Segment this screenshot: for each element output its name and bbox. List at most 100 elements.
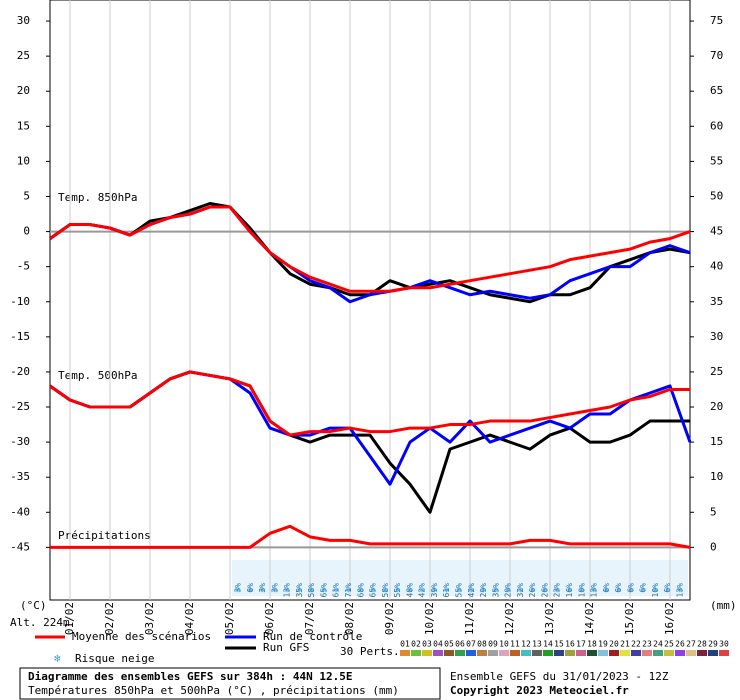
- perturbation-id: 11: [510, 640, 520, 649]
- snow-icon: ❄: [383, 586, 388, 595]
- y2-tick-label: 30: [710, 330, 723, 343]
- perturbation-swatch: [642, 650, 652, 656]
- snow-icon: ❄: [616, 586, 621, 595]
- snow-risk-label: 6%: [246, 583, 255, 593]
- annotation: Précipitations: [58, 529, 151, 542]
- perturbation-swatch: [466, 650, 476, 656]
- snow-risk-label: 3%: [234, 583, 243, 593]
- snow-risk-label: 35%: [295, 583, 304, 598]
- perturbation-id: 10: [499, 640, 509, 649]
- snow-risk-label: 32%: [516, 583, 525, 598]
- snow-icon: ❄: [567, 586, 572, 595]
- perturbation-swatch: [521, 650, 531, 656]
- snow-risk-label: 13%: [676, 583, 685, 598]
- snow-icon: ❄: [493, 586, 498, 595]
- x-tick-label: 04/02: [183, 602, 196, 635]
- snow-risk-label: 39%: [430, 583, 439, 598]
- perturbation-id: 13: [532, 640, 542, 649]
- snow-risk-label: 3%: [270, 583, 279, 593]
- snow-strip: [232, 560, 688, 596]
- perturbation-swatch: [543, 650, 553, 656]
- y-tick-label: -15: [10, 330, 30, 343]
- x-tick-label: 06/02: [263, 602, 276, 635]
- perturbation-id: 12: [521, 640, 531, 649]
- y2-tick-label: 5: [710, 505, 717, 518]
- snow-icon: ❄: [309, 586, 314, 595]
- perturbation-id: 01: [400, 640, 410, 649]
- x-tick-label: 07/02: [303, 602, 316, 635]
- snow-risk-label: 6%: [663, 583, 672, 593]
- y-tick-label: 10: [17, 154, 30, 167]
- snow-risk-label: 26%: [540, 583, 549, 598]
- perturbation-swatch: [488, 650, 498, 656]
- snow-icon: ❄: [481, 586, 486, 595]
- y-tick-label: -30: [10, 435, 30, 448]
- perturbation-id: 19: [598, 640, 608, 649]
- snow-risk-label: 55%: [393, 583, 402, 598]
- perturbation-id: 21: [620, 640, 630, 649]
- footer-subtitle: Températures 850hPa et 500hPa (°C) , pré…: [28, 684, 399, 697]
- snow-risk-label: 42%: [467, 583, 476, 598]
- perturbation-id: 30: [719, 640, 729, 649]
- y2-tick-label: 40: [710, 260, 723, 273]
- y-tick-label: -40: [10, 505, 30, 518]
- perturbation-swatch: [411, 650, 421, 656]
- perturbation-id: 27: [686, 640, 696, 649]
- footer-copyright: Copyright 2023 Meteociel.fr: [450, 684, 629, 697]
- snow-icon: ❄: [555, 586, 560, 595]
- y2-label: (mm): [710, 599, 737, 612]
- perturbation-id: 08: [477, 640, 487, 649]
- y2-tick-label: 65: [710, 84, 723, 97]
- snow-icon: ❄: [469, 586, 474, 595]
- snow-icon: ❄: [518, 586, 523, 595]
- y-tick-label: 5: [23, 189, 30, 202]
- snow-risk-label: 65%: [369, 583, 378, 598]
- perturbation-swatch: [587, 650, 597, 656]
- x-tick-label: 05/02: [223, 602, 236, 635]
- snow-icon: ❄: [579, 586, 584, 595]
- snow-icon: ❄: [248, 586, 253, 595]
- perturbation-id: 20: [609, 640, 619, 649]
- x-tick-label: 02/02: [103, 602, 116, 635]
- perturbation-id: 03: [422, 640, 432, 649]
- x-tick-label: 01/02: [63, 602, 76, 635]
- snow-risk-label: 13%: [283, 583, 292, 598]
- perturbation-id: 29: [708, 640, 718, 649]
- y2-tick-label: 15: [710, 435, 723, 448]
- perturbation-swatch: [664, 650, 674, 656]
- snow-icon: ❄: [371, 586, 376, 595]
- snow-risk-label: 13%: [590, 583, 599, 598]
- snow-risk-label: 10%: [577, 583, 586, 598]
- snow-risk-label: 29%: [504, 583, 513, 598]
- altitude: Alt. 224m: [10, 616, 70, 629]
- perturbation-swatch: [455, 650, 465, 656]
- y-tick-label: 30: [17, 14, 30, 27]
- snow-icon: ❄: [628, 586, 633, 595]
- perturbation-swatch: [444, 650, 454, 656]
- perturbation-id: 15: [554, 640, 564, 649]
- snow-icon: ❄: [358, 586, 363, 595]
- snow-icon: ❄: [665, 586, 670, 595]
- snow-icon: ❄: [407, 586, 412, 595]
- snow-icon: ❄: [457, 586, 462, 595]
- perturbation-id: 14: [543, 640, 553, 649]
- snow-risk-label: 68%: [356, 583, 365, 598]
- legend-label: Moyenne des scénarios: [72, 630, 211, 643]
- snow-risk-label: 6%: [614, 583, 623, 593]
- snow-risk-label: 61%: [442, 583, 451, 598]
- x-tick-label: 14/02: [583, 602, 596, 635]
- perturbation-id: 26: [675, 640, 685, 649]
- legend-label: Risque neige: [75, 652, 154, 665]
- snow-icon: ❄: [272, 586, 277, 595]
- snow-risk-label: 71%: [344, 583, 353, 598]
- plot-area: [49, 0, 691, 601]
- series-line: [50, 524, 691, 549]
- y2-tick-label: 75: [710, 14, 723, 27]
- y2-tick-label: 0: [710, 540, 717, 553]
- y-tick-label: 15: [17, 119, 30, 132]
- snow-risk-label: 61%: [332, 583, 341, 598]
- y-tick-label: 25: [17, 49, 30, 62]
- perturbation-id: 04: [433, 640, 443, 649]
- snow-icon: ❄: [395, 586, 400, 595]
- snow-icon: ❄: [54, 652, 61, 665]
